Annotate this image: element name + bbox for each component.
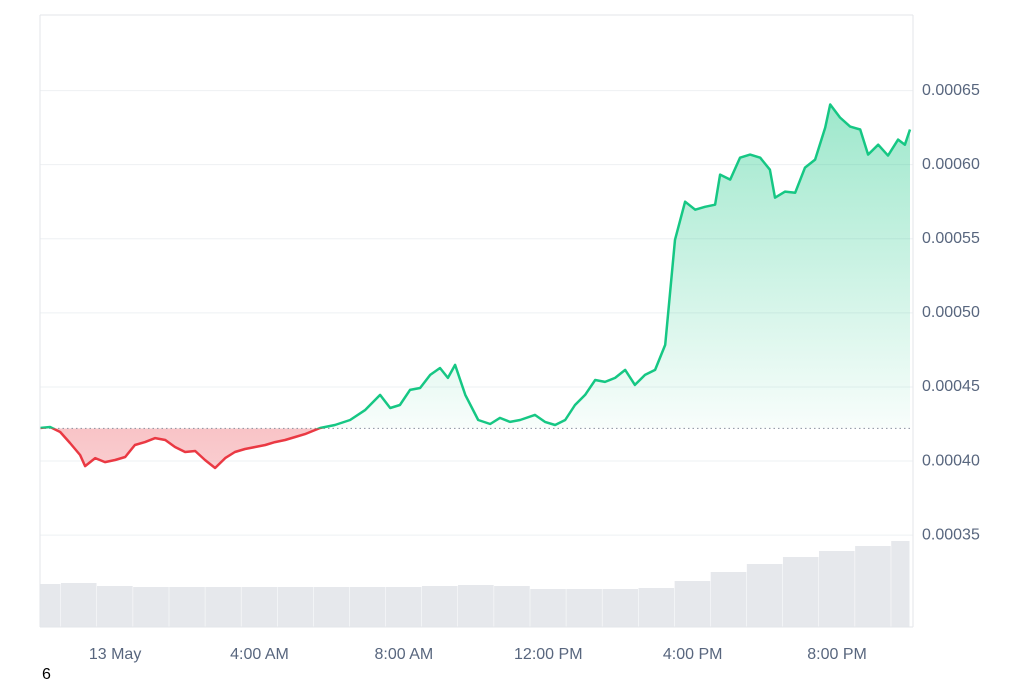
y-tick-label: 0.00055 — [922, 230, 980, 247]
volume-bar — [385, 587, 422, 627]
x-tick-label: 4:00 PM — [663, 646, 723, 663]
y-tick-label: 0.00040 — [922, 452, 980, 469]
volume-bar — [891, 541, 910, 627]
volume-bar — [674, 581, 711, 627]
footnote: 6 — [42, 666, 51, 683]
volume-bar — [349, 587, 386, 627]
x-tick-label: 8:00 PM — [807, 646, 867, 663]
y-tick-label: 0.00045 — [922, 378, 980, 395]
volume-bar — [40, 584, 61, 627]
volume-bar — [819, 551, 855, 627]
volume-bar — [313, 587, 350, 627]
volume-bar — [710, 572, 747, 627]
volume-bar — [133, 587, 169, 627]
x-tick-label: 8:00 AM — [375, 646, 434, 663]
volume-bar — [494, 586, 530, 627]
label-layer: 0.00035 0.00040 0.00045 0.00050 0.00055 0.000… — [89, 82, 980, 663]
price-line — [39, 103, 912, 470]
x-tick-label: 4:00 AM — [230, 646, 289, 663]
y-tick-label: 0.00035 — [922, 526, 980, 543]
volume-layer — [40, 541, 910, 627]
y-tick-label: 0.00060 — [922, 156, 980, 173]
volume-bar — [530, 589, 566, 627]
volume-bar — [241, 587, 278, 627]
volume-bar — [638, 588, 675, 627]
volume-bar — [458, 585, 494, 627]
volume-bar — [97, 586, 133, 627]
grid-layer — [40, 90, 913, 536]
x-tick-label: 13 May — [89, 646, 141, 663]
price-layer — [39, 103, 913, 470]
volume-bar — [602, 589, 639, 627]
volume-bar — [782, 557, 819, 627]
volume-bar — [60, 583, 97, 627]
volume-bar — [277, 587, 314, 627]
volume-bar — [421, 586, 458, 627]
y-tick-label: 0.00050 — [922, 304, 980, 321]
x-tick-label: 12:00 PM — [514, 646, 582, 663]
y-tick-label: 0.00065 — [922, 82, 980, 99]
price-area — [40, 104, 910, 468]
volume-bar — [205, 587, 241, 627]
volume-bar — [566, 589, 602, 627]
volume-bar — [746, 564, 783, 627]
volume-bar — [855, 546, 891, 627]
volume-bar — [169, 587, 205, 627]
